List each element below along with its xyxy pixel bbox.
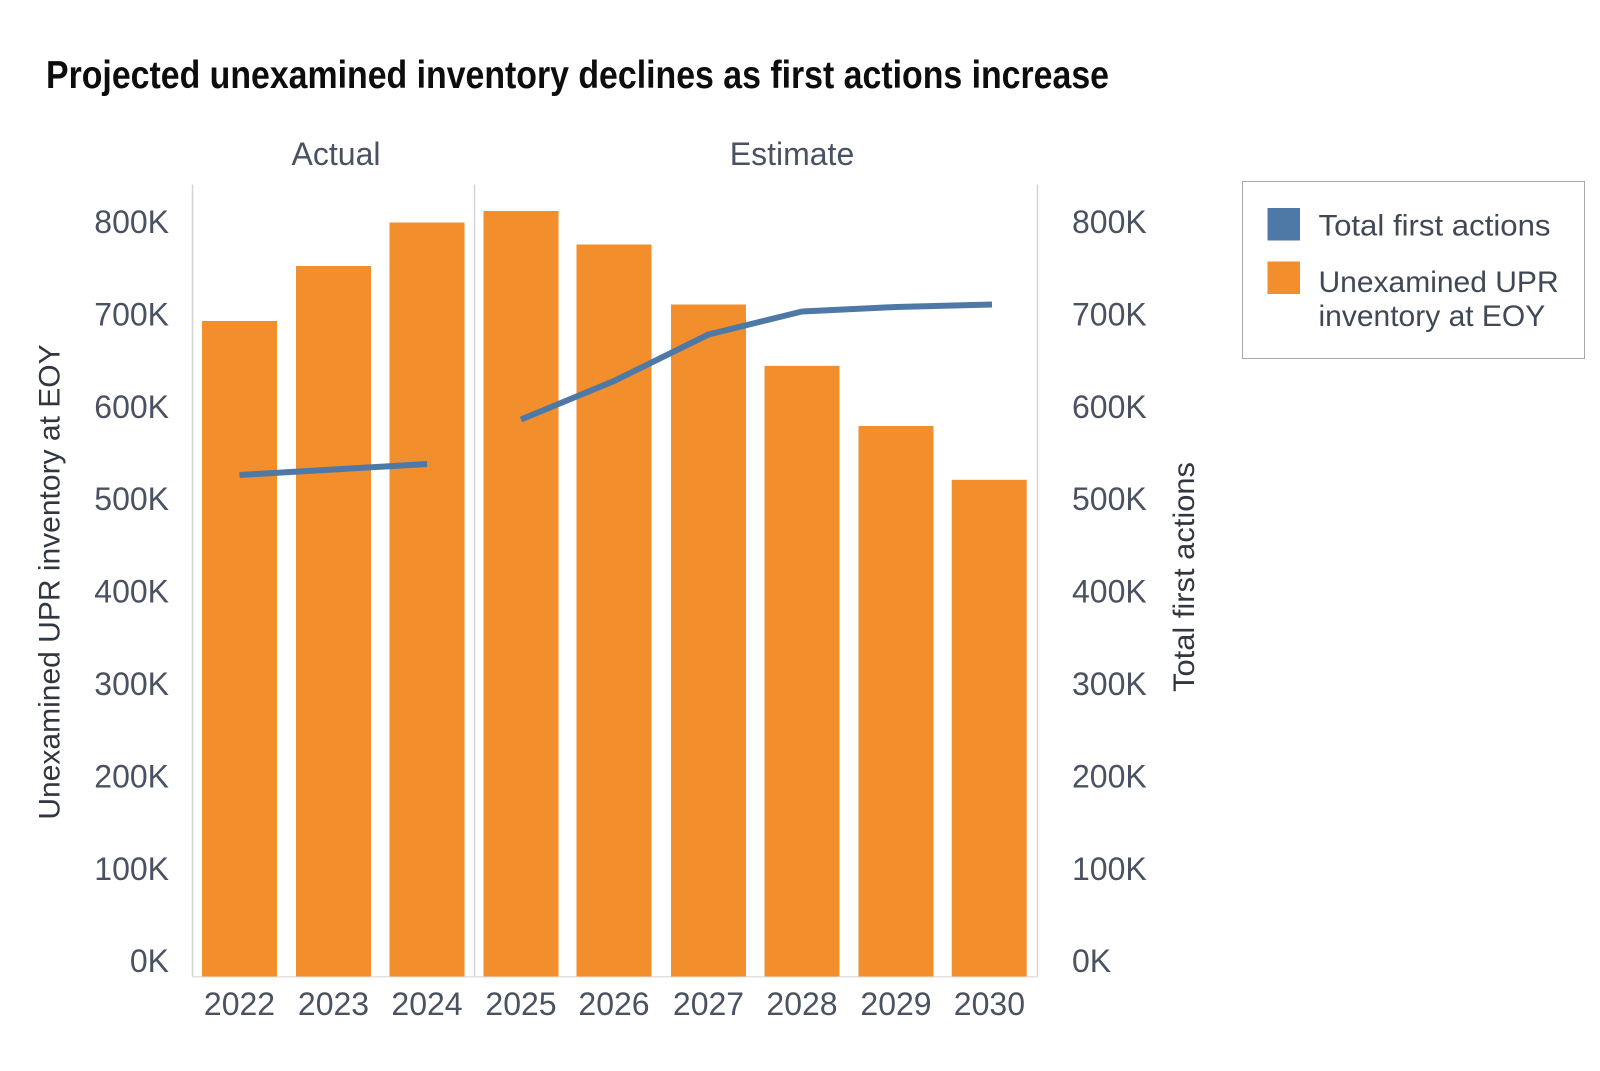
svg-text:2029: 2029 (860, 986, 931, 1022)
svg-text:0K: 0K (1072, 943, 1111, 979)
svg-text:Total first actions: Total first actions (1168, 462, 1201, 692)
svg-text:Unexamined UPR inventory at EO: Unexamined UPR inventory at EOY (34, 344, 67, 819)
svg-text:200K: 200K (1072, 758, 1147, 794)
svg-text:500K: 500K (94, 481, 169, 517)
svg-text:Estimate: Estimate (730, 136, 854, 172)
svg-text:2027: 2027 (673, 986, 744, 1022)
svg-text:2028: 2028 (766, 986, 837, 1022)
svg-text:Unexamined UPR: Unexamined UPR (1319, 266, 1559, 299)
svg-text:800K: 800K (1072, 204, 1147, 240)
svg-text:600K: 600K (94, 389, 169, 425)
svg-text:2030: 2030 (954, 986, 1025, 1022)
svg-text:Total first actions: Total first actions (1319, 210, 1551, 243)
svg-text:700K: 700K (1072, 296, 1147, 332)
svg-text:100K: 100K (1072, 851, 1147, 887)
svg-text:2023: 2023 (298, 986, 369, 1022)
svg-text:2026: 2026 (578, 986, 649, 1022)
svg-text:600K: 600K (1072, 389, 1147, 425)
svg-text:700K: 700K (94, 296, 169, 332)
svg-text:300K: 300K (94, 666, 169, 702)
svg-text:400K: 400K (94, 574, 169, 610)
svg-text:inventory at EOY: inventory at EOY (1319, 300, 1546, 333)
svg-text:0K: 0K (130, 943, 169, 979)
svg-text:2024: 2024 (391, 986, 462, 1022)
svg-text:Projected unexamined inventory: Projected unexamined inventory declines … (46, 54, 1109, 97)
svg-text:300K: 300K (1072, 666, 1147, 702)
svg-text:Actual: Actual (292, 136, 381, 172)
svg-text:800K: 800K (94, 204, 169, 240)
svg-text:2022: 2022 (204, 986, 275, 1022)
svg-text:400K: 400K (1072, 574, 1147, 610)
svg-text:2025: 2025 (485, 986, 556, 1022)
svg-text:100K: 100K (94, 851, 169, 887)
svg-text:500K: 500K (1072, 481, 1147, 517)
svg-text:200K: 200K (94, 758, 169, 794)
